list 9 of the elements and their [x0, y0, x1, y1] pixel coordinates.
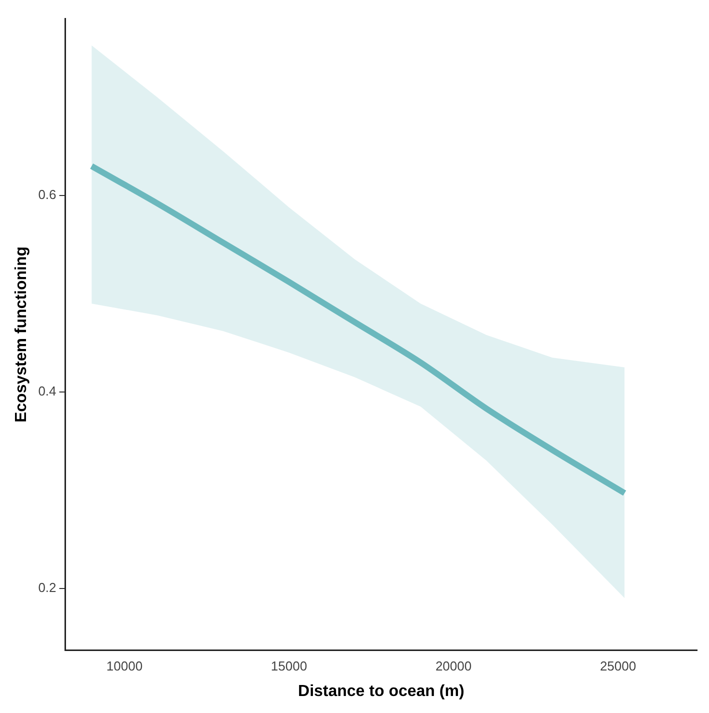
x-tick-label: 25000: [600, 658, 636, 674]
x-tick-label: 15000: [270, 658, 308, 674]
x-tick-label: 20000: [435, 658, 472, 674]
y-tick-label: 0.6: [38, 187, 56, 202]
x-axis-title: Distance to ocean (m): [298, 682, 464, 700]
x-tick-label: 10000: [106, 658, 143, 674]
y-tick-label: 0.2: [38, 580, 56, 595]
y-tick-label: 0.4: [38, 384, 56, 399]
y-axis-title: Ecosystem functioning: [13, 246, 30, 423]
